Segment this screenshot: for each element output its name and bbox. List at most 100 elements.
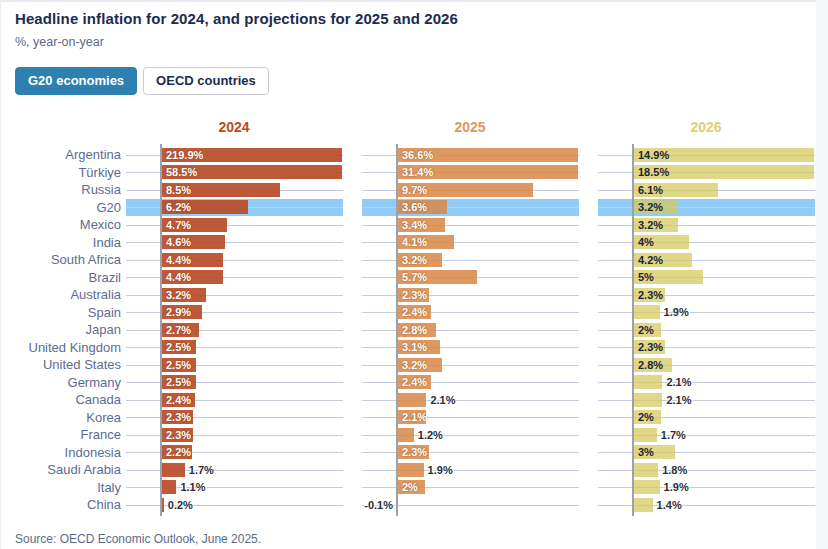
bar-value-label: 2.5% — [166, 358, 191, 372]
gridline — [362, 330, 579, 331]
bar-value-label: 4.4% — [166, 270, 191, 284]
bar-value-label: 2.4% — [402, 305, 427, 319]
gridline — [126, 382, 343, 383]
gridline — [126, 452, 343, 453]
bar-value-label: 9.7% — [402, 183, 427, 197]
country-label: Brazil — [1, 270, 121, 285]
bar-value-label: 3.2% — [166, 288, 191, 302]
bar-value-label: 3.4% — [402, 218, 427, 232]
gridline — [126, 277, 343, 278]
bar-value-label: 3.2% — [638, 218, 663, 232]
bar — [633, 393, 662, 407]
gridline — [126, 417, 343, 418]
bar-value-label: 6.2% — [166, 200, 191, 214]
gridline — [598, 260, 815, 261]
gridline — [362, 400, 579, 401]
source-note: Source: OECD Economic Outlook, June 2025… — [15, 532, 261, 546]
gridline — [598, 330, 815, 331]
country-label: Argentina — [1, 147, 121, 162]
bar-value-label: 2.3% — [166, 410, 191, 424]
bar-value-label: 2.2% — [166, 445, 191, 459]
bar-value-label: 18.5% — [638, 165, 669, 179]
bar-value-label: 3.1% — [402, 340, 427, 354]
country-label: Korea — [1, 410, 121, 425]
bar-value-label: 3% — [638, 445, 654, 459]
country-label: Italy — [1, 480, 121, 495]
axis-line — [396, 144, 398, 516]
bar-value-label: 1.4% — [657, 498, 682, 512]
bar-value-label: 2.3% — [402, 445, 427, 459]
bar-value-label: 1.9% — [428, 463, 453, 477]
country-label: Canada — [1, 392, 121, 407]
gridline — [598, 277, 815, 278]
country-label: India — [1, 235, 121, 250]
bar-value-label: 1.7% — [189, 463, 214, 477]
bar-value-label: 2% — [638, 410, 654, 424]
bar-value-label: 2.3% — [402, 288, 427, 302]
gridline — [598, 382, 815, 383]
gridline — [362, 452, 579, 453]
gridline — [598, 242, 815, 243]
gridline — [126, 400, 343, 401]
gridline — [126, 487, 343, 488]
bar — [633, 498, 653, 512]
gridline — [126, 470, 343, 471]
chart-card: Headline inflation for 2024, and project… — [0, 0, 816, 549]
gridline — [126, 260, 343, 261]
gridline — [598, 347, 815, 348]
country-label: Indonesia — [1, 445, 121, 460]
gridline — [362, 312, 579, 313]
gridline — [126, 365, 343, 366]
country-label: United Kingdom — [1, 340, 121, 355]
bar — [633, 480, 660, 494]
gridline — [362, 347, 579, 348]
bar — [161, 463, 185, 477]
bar-value-label: 2.1% — [402, 410, 427, 424]
country-label: China — [1, 497, 121, 512]
gridline — [362, 207, 579, 208]
bar-value-label: 31.4% — [402, 165, 433, 179]
bar-value-label: 2.3% — [166, 428, 191, 442]
axis-line — [632, 144, 634, 516]
country-label: Mexico — [1, 217, 121, 232]
bar-value-label: 2.8% — [402, 323, 427, 337]
country-label: South Africa — [1, 252, 121, 267]
bar-value-label: 2.4% — [402, 375, 427, 389]
country-label: G20 — [1, 200, 121, 215]
bar — [397, 463, 424, 477]
gridline — [126, 312, 343, 313]
gridline — [362, 470, 579, 471]
gridline — [362, 260, 579, 261]
gridline — [126, 225, 343, 226]
country-label: France — [1, 427, 121, 442]
bar-value-label: 2.5% — [166, 340, 191, 354]
gridline — [598, 505, 815, 506]
bar-value-label: 3.2% — [402, 253, 427, 267]
gridline — [126, 435, 343, 436]
bar-value-label: 4% — [638, 235, 654, 249]
gridline — [362, 295, 579, 296]
bar-value-label: 3.2% — [638, 200, 663, 214]
chart-area: Argentina219.9%36.6%14.9%Türkiye58.5%31.… — [1, 2, 816, 549]
country-label: Australia — [1, 287, 121, 302]
country-label: Spain — [1, 305, 121, 320]
gridline — [362, 487, 579, 488]
bar-value-label: 36.6% — [402, 148, 433, 162]
gridline — [126, 295, 343, 296]
bar-value-label: 2% — [638, 323, 654, 337]
gridline — [126, 330, 343, 331]
bar-value-label: 58.5% — [166, 165, 197, 179]
bar-value-label: 219.9% — [166, 148, 203, 162]
gridline — [126, 347, 343, 348]
bar — [633, 375, 662, 389]
gridline — [598, 225, 815, 226]
bar-value-label: 2.9% — [166, 305, 191, 319]
bar-value-label: 2.8% — [638, 358, 663, 372]
bar-value-label: 4.2% — [638, 253, 663, 267]
gridline — [126, 505, 343, 506]
bar-value-label: 4.7% — [166, 218, 191, 232]
gridline — [598, 365, 815, 366]
bar-value-label: 2% — [402, 480, 418, 494]
gridline — [362, 505, 579, 506]
bar-value-label: 3.6% — [402, 200, 427, 214]
